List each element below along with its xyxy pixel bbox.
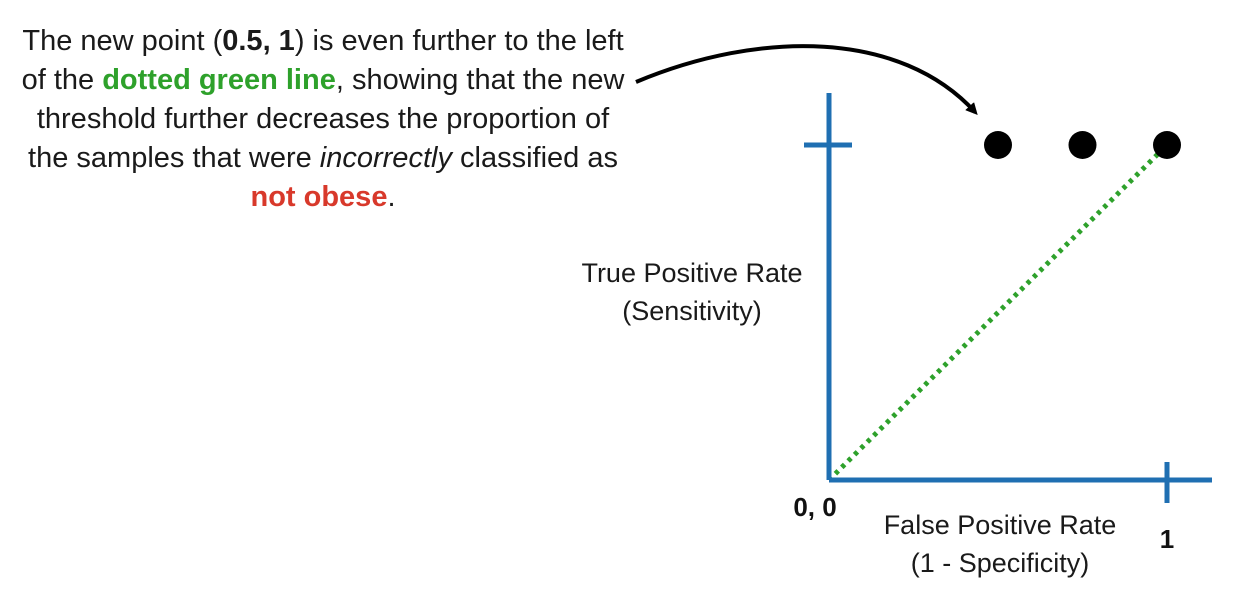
data-point-3 — [1153, 131, 1181, 159]
caption-run: incorrectly — [319, 142, 452, 174]
annotation-arrow — [635, 44, 978, 115]
caption-run: 0.5, 1 — [222, 25, 295, 57]
x-tick-label: 1 — [1160, 524, 1174, 554]
caption-run: The new point ( — [22, 25, 223, 57]
dotted-green-reference-line — [827, 143, 1169, 482]
caption-run: dotted green line — [102, 64, 336, 96]
x-axis-label-line2: (1 - Specificity) — [911, 548, 1090, 578]
x-axis-label-line1: False Positive Rate — [884, 510, 1117, 540]
caption-text: The new point (0.5, 1) is even further t… — [18, 22, 628, 217]
data-point-2 — [1068, 131, 1097, 159]
y-axis-label-line1: True Positive Rate — [581, 258, 802, 288]
data-point-1 — [984, 131, 1012, 159]
origin-label: 0, 0 — [793, 492, 836, 522]
y-axis-label-line2: (Sensitivity) — [622, 296, 762, 326]
data-points — [984, 131, 1181, 159]
caption-run: ) is even further to the left of the — [21, 25, 624, 96]
caption-run: classified as — [451, 142, 618, 174]
caption-run: , showing that the new threshold further… — [28, 64, 625, 174]
caption-run: . — [387, 181, 396, 213]
caption-run: not obese — [250, 181, 388, 213]
